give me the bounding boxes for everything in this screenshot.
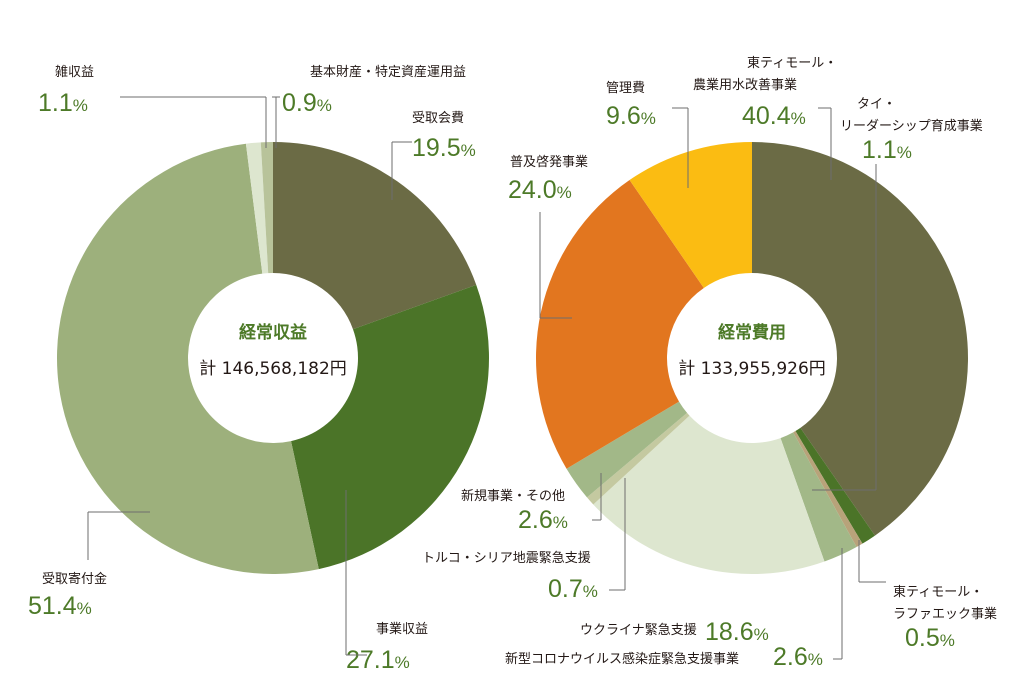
slice-percent: 19.5%	[412, 134, 476, 162]
percent-sign: %	[897, 143, 912, 162]
slice-label: 基本財産・特定資産運用益	[310, 64, 466, 80]
pie-slice	[291, 284, 490, 570]
percent-sign: %	[808, 650, 823, 669]
slice-label: 新型コロナウイルス感染症緊急支援事業	[505, 651, 739, 667]
slice-label: トルコ・シリア地震緊急支援	[422, 551, 591, 566]
slice-label: 新規事業・その他	[461, 488, 565, 504]
slice-label: 東ティモール・	[747, 55, 837, 71]
slice-label: 農業用水改善事業	[693, 77, 797, 93]
slice-percent: 9.6%	[606, 102, 656, 130]
slice-label: ラファエック事業	[893, 606, 997, 622]
pie-slice	[57, 143, 319, 574]
percent-sign: %	[73, 96, 88, 115]
percent-sign: %	[557, 183, 572, 202]
pie-slice	[752, 142, 969, 536]
pie-slice	[629, 142, 752, 288]
slice-label: 普及啓発事業	[510, 154, 588, 170]
slice-percent: 1.1%	[38, 89, 88, 117]
percent-sign: %	[583, 582, 598, 601]
chart-total: 計 146,568,182円	[199, 359, 347, 379]
percent-sign: %	[553, 513, 568, 532]
slice-label: ウクライナ緊急支援	[580, 623, 697, 638]
pie-slice	[273, 142, 477, 330]
slice-percent: 40.4%	[742, 102, 806, 130]
percent-sign: %	[641, 109, 656, 128]
slice-percent: 2.6%	[518, 506, 568, 534]
percent-sign: %	[317, 96, 332, 115]
slice-percent: 0.7%	[548, 575, 598, 603]
pie-slice	[793, 431, 863, 548]
slice-label: 受取寄付金	[42, 571, 107, 587]
pie-slice	[795, 427, 875, 544]
percent-sign: %	[77, 599, 92, 618]
slice-percent: 1.1%	[862, 136, 912, 164]
pie-slice	[260, 142, 273, 274]
percent-sign: %	[940, 631, 955, 650]
percent-sign: %	[791, 109, 806, 128]
slice-label: 管理費	[606, 81, 645, 96]
slice-percent: 0.5%	[905, 624, 955, 652]
slice-label: 事業収益	[376, 621, 428, 637]
chart-total: 計 133,955,926円	[678, 359, 826, 379]
slice-percent: 0.9%	[282, 89, 332, 117]
slice-percent: 24.0%	[508, 176, 572, 204]
slice-percent: 18.6%	[705, 618, 769, 646]
percent-sign: %	[395, 653, 410, 672]
pie-slice	[566, 401, 688, 498]
pie-slice	[536, 180, 704, 469]
percent-sign: %	[461, 141, 476, 160]
slice-label: 雑収益	[55, 64, 94, 80]
pie-slice	[593, 415, 825, 574]
slice-label: 東ティモール・	[893, 584, 983, 600]
slice-label: タイ・	[857, 97, 896, 112]
percent-sign: %	[754, 625, 769, 644]
slice-label: リーダーシップ育成事業	[840, 118, 983, 134]
slice-percent: 27.1%	[346, 646, 410, 674]
pie-slice	[245, 142, 269, 274]
pie-slice	[586, 412, 690, 505]
slice-percent: 2.6%	[773, 643, 823, 671]
chart-title: 経常費用	[718, 322, 786, 343]
slice-label: 受取会費	[412, 111, 464, 126]
pie-slice	[780, 432, 857, 562]
slice-percent: 51.4%	[28, 592, 92, 620]
chart-title: 経常収益	[239, 322, 307, 343]
